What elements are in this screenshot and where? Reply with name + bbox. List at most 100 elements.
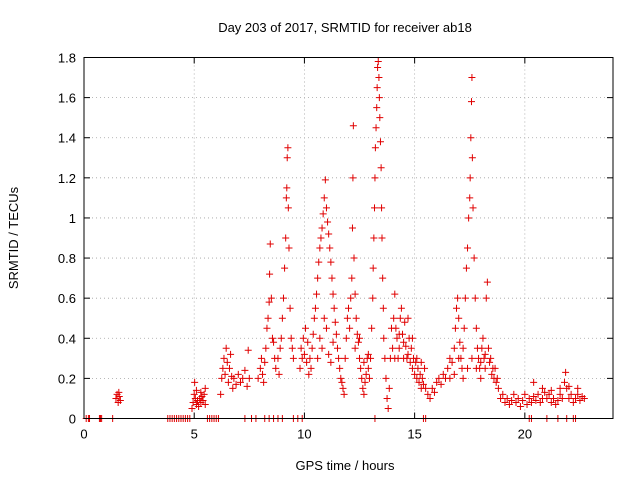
data-point-plus-icon xyxy=(369,264,377,272)
data-point-plus-icon xyxy=(303,358,311,366)
data-point-plus-icon xyxy=(527,398,535,406)
data-point-plus-icon xyxy=(354,338,362,346)
data-point-plus-icon xyxy=(308,344,316,352)
data-point-plus-icon xyxy=(428,384,436,392)
data-point-plus-icon xyxy=(376,138,384,146)
data-point-plus-icon xyxy=(232,380,240,388)
data-point-plus-icon xyxy=(385,384,393,392)
data-point-plus-icon xyxy=(265,298,273,306)
data-point-plus-icon xyxy=(320,194,328,202)
data-point-plus-icon xyxy=(224,378,232,386)
data-point-plus-icon xyxy=(331,318,339,326)
data-point-plus-icon xyxy=(512,398,520,406)
data-point-plus-icon xyxy=(324,218,332,226)
plot-frame xyxy=(83,57,614,419)
data-point-plus-icon xyxy=(521,390,529,398)
data-point-plus-icon xyxy=(370,234,378,242)
x-tick-label: 10 xyxy=(297,427,311,442)
data-point-plus-icon xyxy=(389,344,397,352)
x-tick-label: 15 xyxy=(407,427,421,442)
data-point-plus-icon xyxy=(464,244,472,252)
data-point-plus-icon xyxy=(296,364,304,372)
data-point-plus-icon xyxy=(467,98,475,106)
data-point-plus-icon xyxy=(220,354,228,362)
data-point-plus-icon xyxy=(446,354,454,362)
data-point-plus-icon xyxy=(453,304,461,312)
data-point-plus-icon xyxy=(310,314,318,322)
data-point-plus-icon xyxy=(459,374,467,382)
data-point-plus-icon xyxy=(505,400,513,408)
data-point-plus-icon xyxy=(319,210,327,218)
data-point-plus-icon xyxy=(543,394,551,402)
data-point-plus-icon xyxy=(460,324,468,332)
data-point-plus-icon xyxy=(333,344,341,352)
data-point-plus-icon xyxy=(352,314,360,322)
data-point-plus-icon xyxy=(459,344,467,352)
x-tick-label: 5 xyxy=(191,427,198,442)
data-point-plus-icon xyxy=(379,304,387,312)
data-point-plus-icon xyxy=(576,396,584,404)
data-point-plus-icon xyxy=(482,294,490,302)
data-point-plus-icon xyxy=(236,378,244,386)
data-point-plus-icon xyxy=(356,354,364,362)
data-points xyxy=(82,58,588,422)
data-point-plus-icon xyxy=(383,394,391,402)
data-point-plus-icon xyxy=(359,384,367,392)
data-point-plus-icon xyxy=(545,390,553,398)
data-point-plus-icon xyxy=(329,290,337,298)
chart-title: Day 203 of 2017, SRMTID for receiver ab1… xyxy=(218,20,472,35)
data-point-plus-icon xyxy=(234,370,242,378)
data-point-plus-icon xyxy=(336,364,344,372)
data-point-plus-icon xyxy=(282,194,290,202)
data-point-plus-icon xyxy=(534,390,542,398)
data-point-plus-icon xyxy=(283,154,291,162)
data-point-plus-icon xyxy=(530,392,538,400)
data-point-plus-icon xyxy=(404,314,412,322)
data-point-plus-icon xyxy=(360,358,368,366)
y-tick-label: 0.8 xyxy=(58,251,76,266)
data-point-plus-icon xyxy=(195,402,203,410)
data-point-plus-icon xyxy=(330,304,338,312)
data-point-plus-icon xyxy=(270,338,278,346)
data-point-plus-icon xyxy=(369,294,377,302)
data-point-plus-icon xyxy=(316,244,324,252)
data-point-plus-icon xyxy=(468,74,476,82)
data-point-plus-icon xyxy=(362,370,370,378)
data-point-plus-icon xyxy=(491,364,499,372)
data-point-plus-icon xyxy=(426,394,434,402)
x-tick-label: 0 xyxy=(80,427,87,442)
data-point-plus-icon xyxy=(299,334,307,342)
data-point-plus-icon xyxy=(372,124,380,132)
data-point-plus-icon xyxy=(390,314,398,322)
data-point-plus-icon xyxy=(462,264,470,272)
data-point-plus-icon xyxy=(382,374,390,382)
data-point-plus-icon xyxy=(448,358,456,366)
data-point-plus-icon xyxy=(538,384,546,392)
data-point-plus-icon xyxy=(218,374,226,382)
data-point-plus-icon xyxy=(401,318,409,326)
data-point-plus-icon xyxy=(311,304,319,312)
data-point-plus-icon xyxy=(283,184,291,192)
data-point-plus-icon xyxy=(422,384,430,392)
x-tick-label: 20 xyxy=(518,427,532,442)
data-point-plus-icon xyxy=(373,104,381,112)
data-point-plus-icon xyxy=(552,400,560,408)
data-point-plus-icon xyxy=(481,364,489,372)
data-point-plus-icon xyxy=(353,330,361,338)
data-point-plus-icon xyxy=(464,364,472,372)
data-point-plus-icon xyxy=(469,204,477,212)
data-point-plus-icon xyxy=(329,338,337,346)
data-point-plus-icon xyxy=(380,334,388,342)
data-point-plus-icon xyxy=(391,354,399,362)
data-point-plus-icon xyxy=(342,334,350,342)
data-point-plus-icon xyxy=(278,314,286,322)
data-point-plus-icon xyxy=(272,364,280,372)
data-point-plus-icon xyxy=(556,390,564,398)
data-point-plus-icon xyxy=(461,294,469,302)
data-point-plus-icon xyxy=(481,350,489,358)
data-point-plus-icon xyxy=(356,334,364,342)
data-point-plus-icon xyxy=(316,334,324,342)
data-point-plus-icon xyxy=(397,304,405,312)
data-point-plus-icon xyxy=(523,400,531,408)
